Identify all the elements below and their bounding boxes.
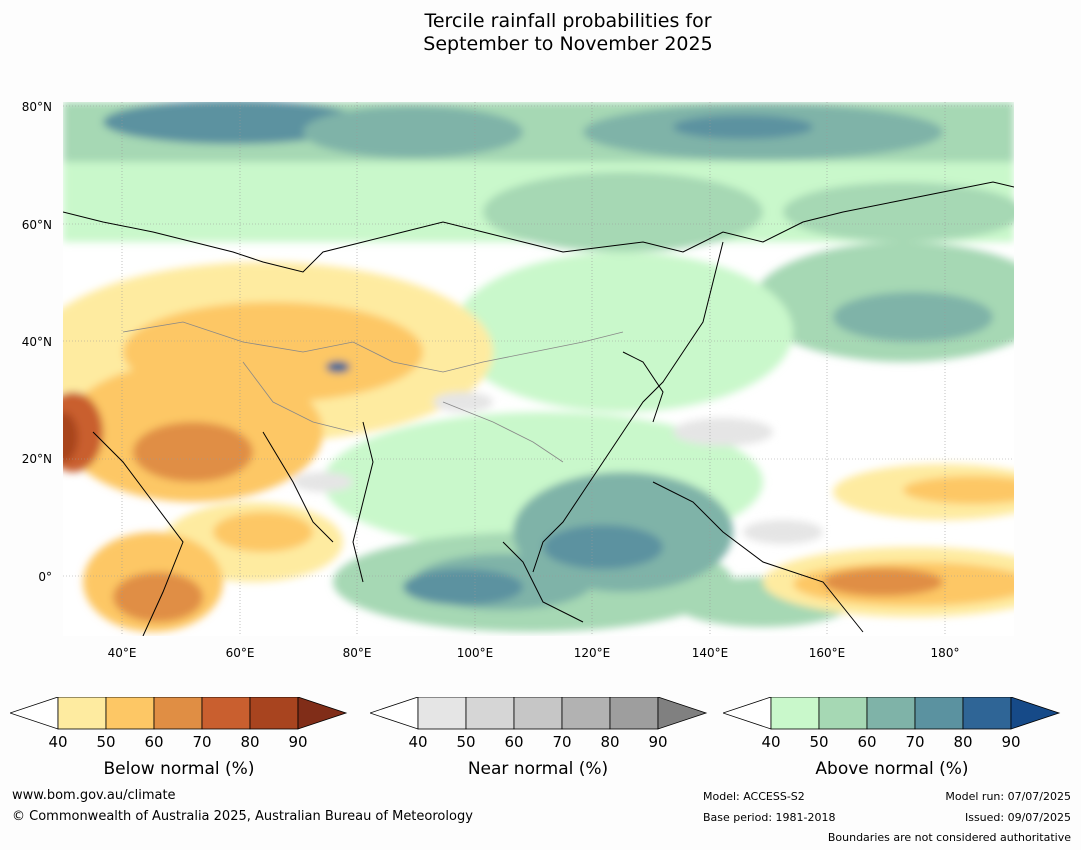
colorbar-extend-low: [10, 697, 59, 730]
tick-label: 80: [600, 733, 620, 751]
colorbar-segment: [914, 697, 964, 730]
colorbar-segment: [417, 697, 467, 730]
lon-label-180: 180°: [930, 646, 960, 660]
colorbar-extend-high: [297, 697, 348, 730]
country-borders: [122, 321, 624, 463]
map-title-line2: September to November 2025: [423, 33, 713, 55]
colorbar-extend-low: [723, 697, 772, 730]
tick-label: 90: [1001, 733, 1021, 751]
colorbar-segment: [561, 697, 611, 730]
colorbar-segment: [866, 697, 916, 730]
map-title: Tercile rainfall probabilities for Septe…: [0, 10, 1081, 56]
lon-label-40e: 40°E: [107, 646, 137, 660]
colorbar-segment: [201, 697, 251, 730]
colorbar-above-title: Above normal (%): [815, 759, 969, 779]
tick-label: 40: [761, 733, 781, 751]
model-run-text: Model run: 07/07/2025: [945, 790, 1071, 803]
tick-label: 40: [408, 733, 428, 751]
colorbar-segment: [465, 697, 515, 730]
rainfall-probability-map: [63, 102, 1014, 636]
colorbar-segment: [105, 697, 155, 730]
colorbar-above-normal: [723, 697, 1061, 730]
lon-label-60e: 60°E: [225, 646, 255, 660]
tick-label: 70: [905, 733, 925, 751]
coastlines: [63, 181, 1014, 636]
tick-label: 60: [144, 733, 164, 751]
colorbar-extend-high: [1010, 697, 1061, 730]
tick-label: 60: [857, 733, 877, 751]
colorbar-segment: [818, 697, 868, 730]
probability-fields: [63, 102, 1014, 632]
lat-label-20n: 20°N: [21, 452, 52, 466]
lat-label-0: 0°: [38, 570, 52, 584]
colorbar-segment: [962, 697, 1012, 730]
colorbar-segment: [513, 697, 563, 730]
copyright-text: © Commonwealth of Australia 2025, Austra…: [12, 809, 473, 824]
tick-label: 90: [288, 733, 308, 751]
colorbar-segment: [249, 697, 299, 730]
colorbar-extend-low: [370, 697, 419, 730]
colorbar-segment: [57, 697, 107, 730]
lon-label-120e: 120°E: [573, 646, 611, 660]
colorbar-near-title: Near normal (%): [467, 759, 609, 779]
colorbar-below-title: Below normal (%): [103, 759, 255, 779]
colorbar-extend-high: [657, 697, 708, 730]
tick-label: 80: [240, 733, 260, 751]
tick-label: 70: [552, 733, 572, 751]
tick-label: 90: [648, 733, 668, 751]
tick-label: 70: [192, 733, 212, 751]
colorbar-segment: [609, 697, 659, 730]
lon-label-160e: 160°E: [808, 646, 846, 660]
colorbar-segment: [153, 697, 203, 730]
lon-label-140e: 140°E: [691, 646, 729, 660]
map-svg: [63, 102, 1014, 636]
lon-label-80e: 80°E: [342, 646, 372, 660]
tick-label: 50: [456, 733, 476, 751]
tick-label: 80: [953, 733, 973, 751]
tick-label: 50: [809, 733, 829, 751]
gridlines: [63, 102, 1014, 636]
tick-label: 50: [96, 733, 116, 751]
model-text: Model: ACCESS-S2: [703, 790, 805, 803]
lon-label-100e: 100°E: [456, 646, 494, 660]
lat-label-80n: 80°N: [21, 100, 52, 114]
issued-text: Issued: 09/07/2025: [964, 811, 1071, 824]
lat-label-60n: 60°N: [21, 218, 52, 232]
colorbar-segment: [770, 697, 820, 730]
colorbar-near-normal: [370, 697, 708, 730]
lat-label-40n: 40°N: [21, 335, 52, 349]
base-period-text: Base period: 1981-2018: [703, 811, 836, 824]
tick-label: 60: [504, 733, 524, 751]
colorbar-below-normal: [10, 697, 348, 730]
website-link[interactable]: www.bom.gov.au/climate: [12, 788, 176, 803]
disclaimer-text: Boundaries are not considered authoritat…: [827, 831, 1071, 844]
tick-label: 40: [48, 733, 68, 751]
map-title-line1: Tercile rainfall probabilities for: [424, 10, 712, 32]
